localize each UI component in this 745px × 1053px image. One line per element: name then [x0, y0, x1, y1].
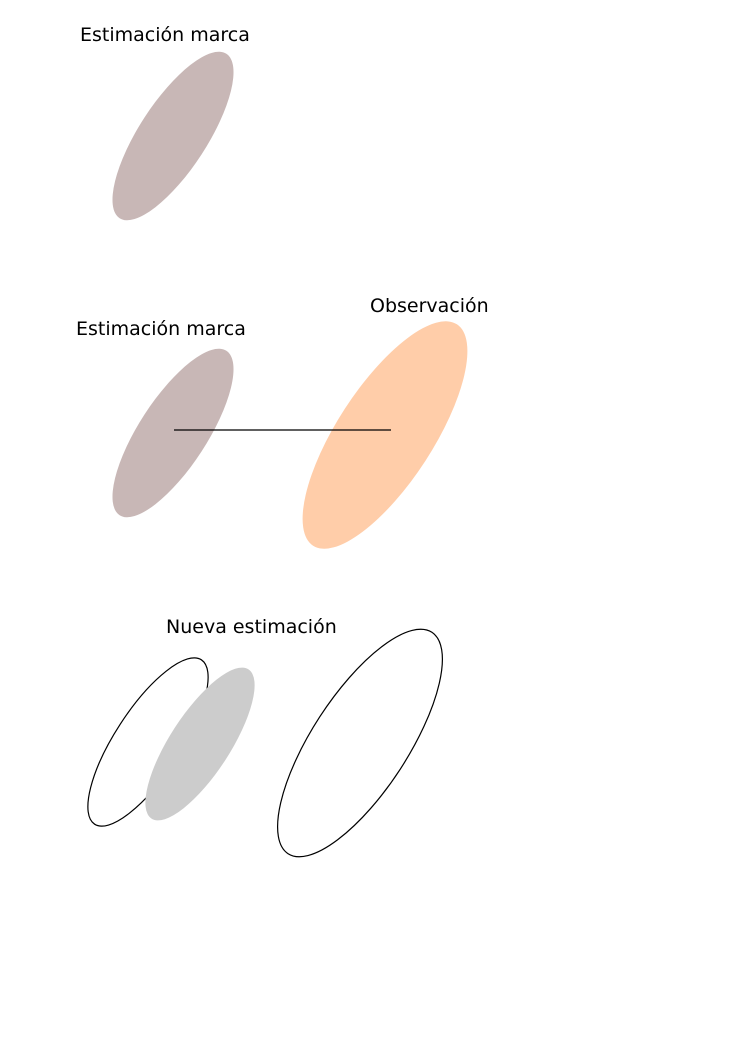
new-estimate-ellipse [145, 667, 255, 821]
panel-observation: Observación Estimación marca [76, 295, 489, 549]
new-estimate-label: Nueva estimación [166, 616, 337, 638]
observation-label: Observación [370, 295, 489, 317]
landmark-estimate-ellipse [112, 348, 234, 518]
panel-prior: Estimación marca [80, 24, 250, 221]
prior-landmark-label: Estimación marca [80, 24, 250, 46]
observation-ellipse [302, 321, 468, 549]
panel-update: Nueva estimación [87, 616, 443, 858]
prior-landmark-ellipse [112, 51, 234, 221]
observation-outline [277, 628, 443, 858]
landmark-estimate-label: Estimación marca [76, 318, 246, 340]
